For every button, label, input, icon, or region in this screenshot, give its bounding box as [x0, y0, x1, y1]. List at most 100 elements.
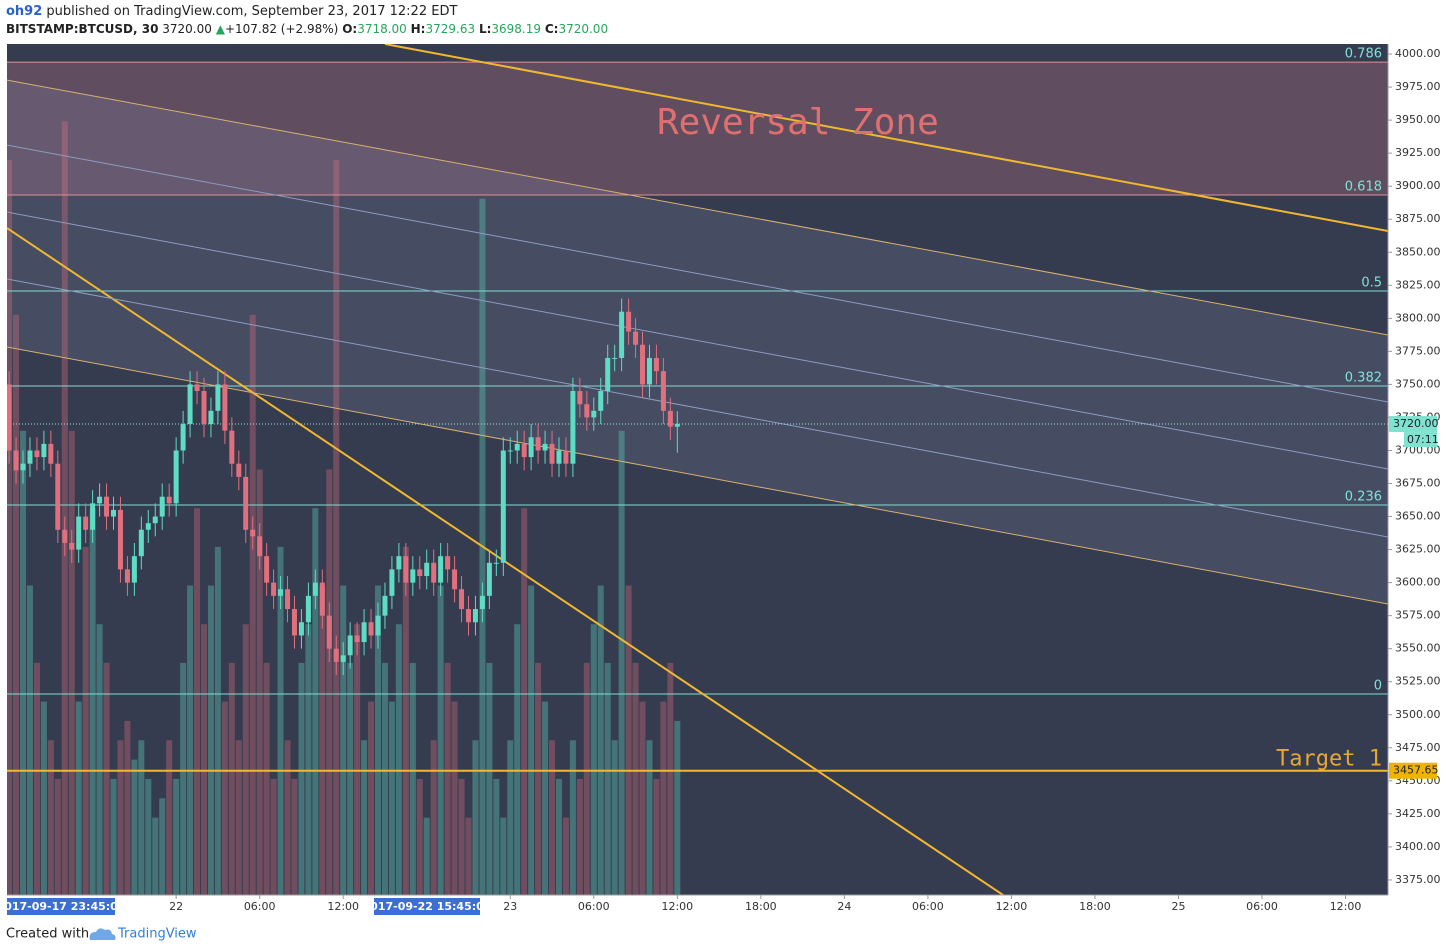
volume-bar [207, 585, 214, 895]
target-badge [1389, 762, 1437, 779]
volume-bar [347, 662, 354, 895]
volume-bar [54, 778, 61, 895]
volume-bar [214, 546, 221, 895]
volume-bar [611, 740, 618, 895]
countdown: 07:11 [1407, 433, 1439, 446]
candle-body [166, 496, 172, 504]
candle-body [69, 542, 75, 550]
l-label: L: [479, 22, 491, 36]
channel-fill [7, 80, 1388, 605]
x-tick-label: 06:00 [578, 900, 610, 913]
volume-bar [110, 778, 117, 895]
fib-label: 0.786 [1345, 47, 1382, 62]
y-tick-label: 3625.00 [1395, 543, 1441, 556]
candle-body [222, 384, 228, 431]
x-tick-label: 18:00 [1079, 900, 1111, 913]
candle-body [660, 371, 666, 411]
candle-body [646, 357, 652, 385]
candle-body [257, 536, 263, 557]
candle-body [298, 622, 304, 636]
volume-bar [646, 740, 653, 895]
candle-body [375, 615, 381, 636]
candle-body [138, 529, 144, 557]
volume-bar [61, 121, 68, 895]
volume-bar [7, 160, 13, 895]
volume-bar [381, 662, 388, 895]
candle-body [521, 443, 527, 458]
candle-body [13, 450, 19, 471]
candle-body [104, 496, 110, 517]
candle-body [90, 503, 96, 530]
volume-bar [562, 817, 569, 895]
target-price: 3457.65 [1393, 764, 1439, 777]
candle-body [465, 609, 471, 623]
footer-brand[interactable]: TradingView [117, 927, 197, 942]
candle-body [27, 450, 33, 464]
candle-body [34, 450, 40, 458]
candle-body [382, 595, 388, 616]
candle-body [243, 476, 249, 530]
trendline [7, 144, 1388, 403]
volume-bar [535, 662, 542, 895]
candle-body [479, 595, 485, 610]
candle-body [347, 635, 353, 656]
candle-body [619, 311, 625, 358]
countdown-badge [1404, 432, 1437, 448]
volume-bar [47, 740, 54, 895]
candle-body [173, 450, 179, 504]
volume-bar [437, 585, 444, 895]
y-tick-label: 3475.00 [1395, 741, 1441, 754]
candle-body [187, 384, 193, 425]
fib-label: 0.382 [1345, 370, 1382, 385]
candle-body [612, 357, 618, 359]
candle-body [236, 463, 242, 477]
last-price-label: 3720.00 [1393, 417, 1439, 430]
header-line: oh92 published on TradingView.com, Septe… [6, 4, 457, 19]
volume-bar [270, 778, 277, 895]
candle-body [570, 391, 576, 464]
candle-body [438, 556, 444, 583]
candle-body [361, 622, 367, 643]
volume-bar [507, 740, 514, 895]
reversal-zone [7, 62, 1388, 196]
volume-bar [138, 740, 145, 895]
candle-body [591, 410, 597, 418]
candle-body [556, 450, 562, 464]
y-tick-label: 3400.00 [1395, 840, 1441, 853]
candle-body [76, 516, 82, 550]
volume-bar [430, 740, 437, 895]
change: +107.82 (+2.98%) [225, 22, 338, 36]
volume-bar [486, 662, 493, 895]
candle-body [305, 595, 311, 623]
volume-bar [312, 508, 319, 895]
trendline [7, 79, 1388, 336]
candle-body [62, 529, 68, 543]
candle-body [549, 443, 555, 464]
volume-bar [555, 778, 562, 895]
volume-bar [632, 662, 639, 895]
volume-bar [500, 817, 507, 895]
candle-body [403, 556, 409, 583]
volume-bar [33, 662, 40, 895]
volume-bar [291, 778, 298, 895]
candle-body [278, 589, 284, 596]
volume-bar [249, 314, 256, 895]
volume-bar [368, 701, 375, 895]
candle-body [535, 437, 541, 451]
y-tick-label: 4000.00 [1395, 47, 1441, 60]
candle-body [542, 443, 548, 451]
y-tick-label: 3500.00 [1395, 708, 1441, 721]
volume-bar [583, 662, 590, 895]
candle-body [97, 496, 103, 504]
symbol: BITSTAMP:BTCUSD, 30 [6, 22, 158, 36]
user[interactable]: oh92 [6, 4, 42, 19]
volume-bar [194, 508, 201, 895]
candle-body [201, 391, 207, 425]
candle-body [117, 509, 123, 570]
volume-bar [361, 740, 368, 895]
volume-bar [660, 701, 667, 895]
volume-bar [340, 585, 347, 895]
h: 3729.63 [425, 22, 475, 36]
volume-bar [20, 430, 27, 895]
candle-body [667, 410, 673, 427]
